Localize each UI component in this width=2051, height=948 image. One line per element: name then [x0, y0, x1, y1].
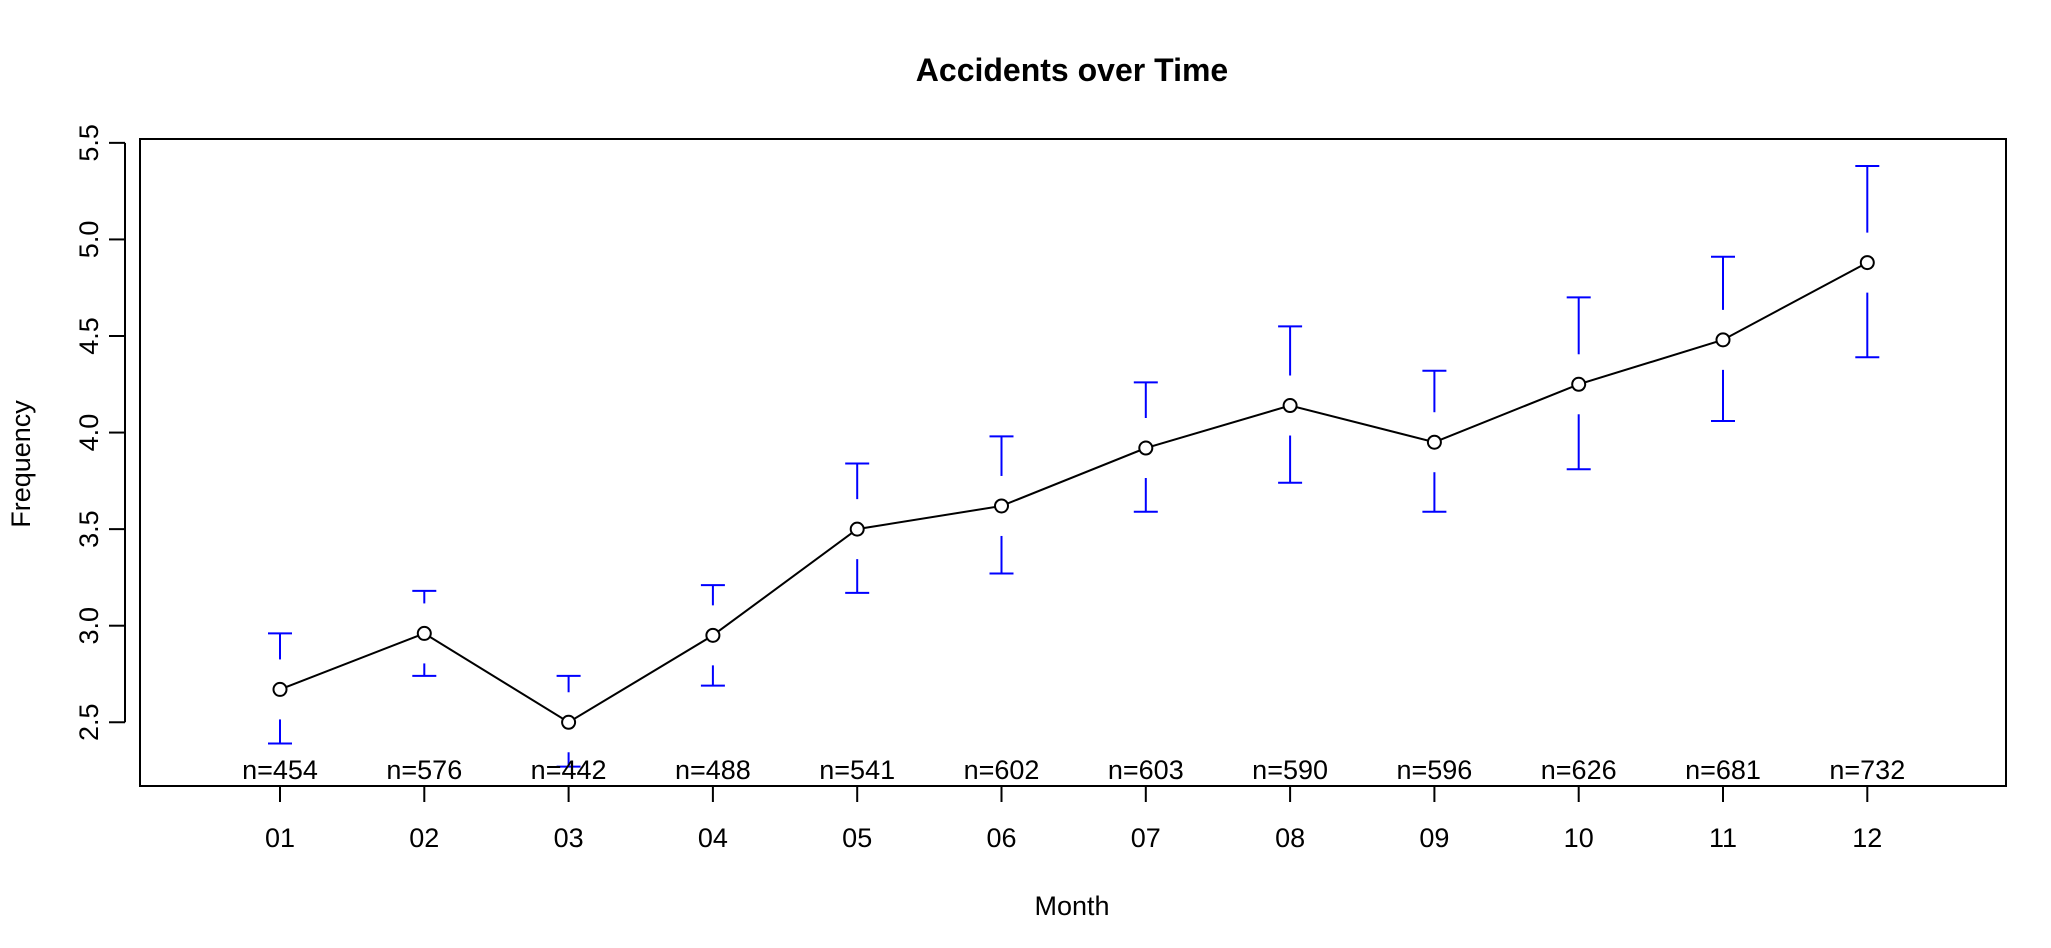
data-point [1282, 398, 1298, 414]
n-labels: n=454 n=576 n=442 n=488 n=541 n=602 n=603 n=590… [242, 755, 1905, 785]
data-point [1426, 434, 1442, 450]
n-label: n=488 [675, 755, 751, 785]
error-bar [1566, 296, 1591, 471]
n-label: n=681 [1685, 755, 1761, 785]
y-tick-label: 3.5 [74, 510, 104, 548]
data-point [849, 521, 865, 537]
error-bar [989, 435, 1014, 575]
x-tick-label: 10 [1564, 823, 1594, 853]
data-point [705, 627, 721, 643]
chart-title: Accidents over Time [916, 52, 1228, 88]
error-bar [1855, 165, 1880, 359]
x-tick-label: 05 [842, 823, 872, 853]
y-tick-label: 2.5 [74, 703, 104, 741]
n-label: n=442 [531, 755, 607, 785]
y-tick-label: 4.0 [74, 414, 104, 452]
error-bar [700, 584, 725, 687]
error-bar [1711, 255, 1735, 422]
x-tick-label: 03 [554, 823, 584, 853]
y-axis-label: Frequency [6, 400, 36, 528]
x-tick-label: 02 [409, 823, 439, 853]
error-bar [845, 462, 870, 594]
data-point [1138, 440, 1154, 456]
data-point [1571, 376, 1587, 392]
error-bars [268, 165, 1880, 768]
x-tick-label: 04 [698, 823, 728, 853]
n-label: n=590 [1252, 755, 1328, 785]
data-point [561, 714, 577, 730]
n-label: n=626 [1541, 755, 1617, 785]
series-line [279, 261, 1868, 724]
data-point [1715, 332, 1731, 348]
n-label: n=603 [1108, 755, 1184, 785]
error-bar [1278, 325, 1303, 484]
y-tick-label: 5.0 [74, 221, 104, 259]
error-bar [556, 674, 581, 768]
data-point [1859, 255, 1875, 271]
y-tick-label: 5.5 [74, 124, 104, 162]
error-bar [412, 589, 437, 677]
x-tick-label: 08 [1275, 823, 1305, 853]
error-bar [1133, 381, 1158, 513]
n-label: n=454 [242, 755, 318, 785]
x-tick-label: 01 [265, 823, 295, 853]
y-tick-label: 4.5 [74, 317, 104, 355]
data-point [416, 625, 432, 641]
data-point [994, 498, 1009, 514]
x-tick-label: 12 [1852, 823, 1882, 853]
y-tick-label: 3.0 [74, 607, 104, 645]
x-axis-label: Month [1034, 891, 1109, 921]
plot-frame [139, 138, 2007, 787]
n-label: n=541 [819, 755, 895, 785]
x-tick-label: 07 [1131, 823, 1161, 853]
n-label: n=596 [1396, 755, 1472, 785]
data-point [272, 681, 288, 697]
n-label: n=576 [386, 755, 462, 785]
x-tick-label: 09 [1419, 823, 1449, 853]
x-tick-label: 06 [986, 823, 1016, 853]
y-axis: 2.5 3.0 3.5 4.0 4.5 5.0 5.5 [74, 124, 126, 741]
n-label: n=602 [964, 755, 1040, 785]
error-bar [268, 632, 292, 745]
x-axis: 01 02 03 04 05 06 07 08 09 10 11 12 [265, 786, 1882, 853]
x-tick-label: 11 [1709, 823, 1737, 853]
series [272, 255, 1875, 730]
error-bar [1422, 369, 1447, 513]
n-label: n=732 [1829, 755, 1905, 785]
